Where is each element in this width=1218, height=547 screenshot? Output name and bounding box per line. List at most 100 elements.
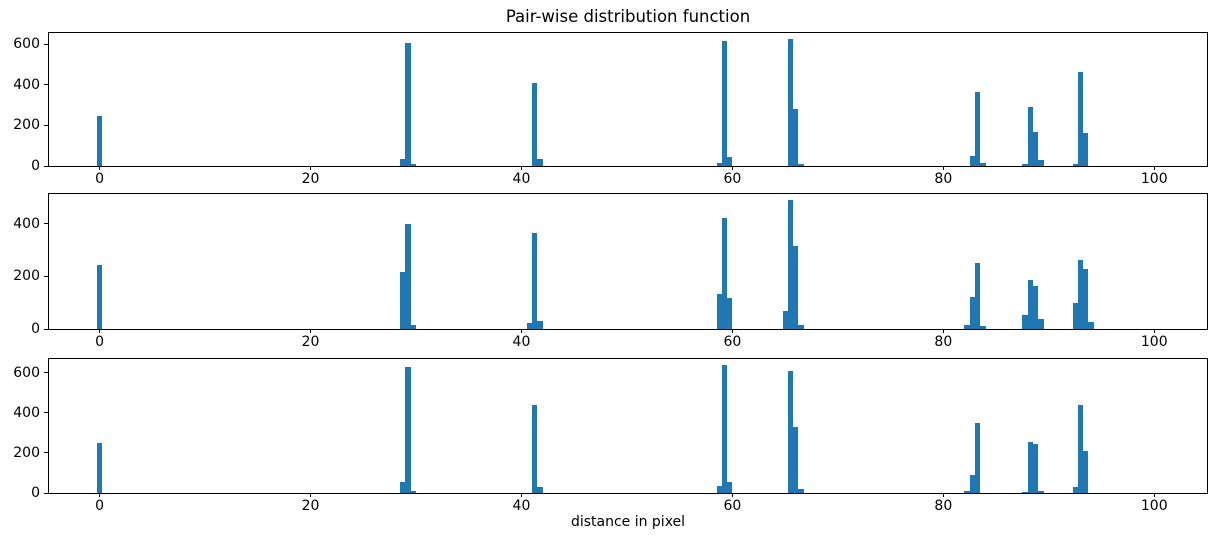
x-tick-label: 60 (723, 498, 742, 514)
x-tick-mark (942, 166, 944, 170)
y-tick-label: 200 (13, 117, 40, 134)
histogram-bar (96, 442, 103, 493)
x-tick-label: 40 (512, 334, 531, 350)
histogram-bar (1027, 107, 1033, 166)
x-tick-label: 20 (301, 334, 320, 350)
histogram-bar (1038, 159, 1044, 166)
x-tick-mark (942, 329, 944, 333)
x-tick-mark (520, 166, 522, 170)
histogram-bar (716, 293, 722, 329)
y-tick-mark (44, 328, 48, 330)
y-tick-label: 0 (31, 321, 40, 337)
histogram-bar (526, 323, 533, 329)
x-tick-mark (731, 166, 733, 170)
histogram-bar (727, 481, 733, 493)
y-tick-label: 0 (31, 158, 40, 174)
x-tick-label: 0 (95, 334, 105, 350)
histogram-bar (727, 297, 733, 329)
y-tick-mark (44, 492, 48, 494)
subplot-bottom: 0 200 400 600 0 20 40 60 80 100 (13, 358, 1208, 513)
x-tick-mark (310, 329, 312, 333)
x-tick-label: 80 (934, 498, 953, 514)
histogram-bar (721, 365, 728, 493)
histogram-bar (1032, 285, 1039, 329)
y-tick-mark (44, 223, 48, 225)
y-tick-mark (44, 412, 48, 414)
y-tick-mark (44, 275, 48, 277)
y-tick-mark (44, 43, 48, 45)
histogram-bar (969, 297, 975, 329)
histogram-bar (1032, 131, 1039, 166)
y-tick-label: 400 (13, 215, 40, 232)
x-tick-label: 60 (723, 334, 742, 350)
histogram-bar (974, 92, 981, 166)
y-tick-label: 0 (31, 485, 40, 501)
y-tick-mark (44, 452, 48, 454)
x-tick-label: 100 (1140, 171, 1168, 187)
histogram-bar (400, 271, 406, 329)
histogram-bar (716, 486, 722, 493)
histogram-bar (787, 39, 794, 166)
histogram-bar (1088, 322, 1094, 329)
histogram-bar (793, 426, 799, 493)
histogram-bar (410, 163, 416, 166)
histogram-bar (798, 489, 804, 493)
histogram-bar (793, 245, 799, 329)
x-tick-label: 100 (1140, 334, 1168, 350)
histogram-bar (1077, 71, 1084, 166)
x-tick-mark (1153, 329, 1155, 333)
histogram-bar (1083, 268, 1089, 329)
x-tick-mark (520, 329, 522, 333)
histogram-bar (96, 115, 103, 166)
histogram-bar (1022, 164, 1028, 166)
x-tick-label: 100 (1140, 498, 1168, 514)
histogram-bar (793, 109, 799, 166)
histogram-bar (1032, 444, 1039, 493)
x-tick-mark (520, 493, 522, 497)
histogram-bar (782, 311, 788, 329)
chart-title: Pair-wise distribution function (505, 7, 751, 26)
x-tick-label: 0 (95, 498, 105, 514)
x-tick-label: 20 (301, 171, 320, 187)
x-tick-label: 60 (723, 171, 742, 187)
x-tick-label: 20 (301, 498, 320, 514)
x-tick-label: 80 (934, 171, 953, 187)
histogram-bar (1083, 450, 1089, 493)
y-tick-label: 400 (13, 404, 40, 421)
histogram-bar (980, 162, 986, 166)
histogram-bar (969, 156, 975, 166)
histogram-bar (721, 218, 728, 329)
histogram-bar (1022, 491, 1028, 493)
histogram-bar (721, 40, 728, 166)
y-tick-label: 200 (13, 444, 40, 461)
histogram-bar (532, 404, 538, 493)
x-tick-mark (310, 166, 312, 170)
histogram-bar (798, 163, 804, 166)
histogram-bar (1038, 491, 1044, 493)
y-tick-mark (44, 124, 48, 126)
histogram-bar (400, 158, 406, 166)
histogram-bar (1077, 260, 1084, 329)
histogram-bar (974, 263, 981, 329)
histogram-bar (1083, 132, 1089, 166)
histogram-bar (787, 200, 794, 329)
histogram-bar (532, 232, 538, 329)
x-tick-mark (99, 493, 101, 497)
y-tick-label: 400 (13, 76, 40, 93)
x-tick-mark (731, 493, 733, 497)
x-tick-mark (1153, 166, 1155, 170)
y-tick-mark (44, 165, 48, 167)
y-tick-mark (44, 372, 48, 374)
histogram-bar (1027, 280, 1033, 329)
x-axis-label: distance in pixel (570, 514, 686, 530)
subplot-middle: 0 200 400 0 20 40 60 80 100 (13, 193, 1208, 349)
histogram-bar (532, 83, 538, 166)
histogram-bar (964, 325, 970, 329)
x-tick-mark (99, 329, 101, 333)
histogram-bar (1072, 302, 1078, 329)
x-tick-mark (731, 329, 733, 333)
histogram-bar (716, 162, 722, 166)
histogram-bar (405, 367, 411, 493)
x-tick-mark (310, 493, 312, 497)
histogram-bar (405, 223, 411, 329)
